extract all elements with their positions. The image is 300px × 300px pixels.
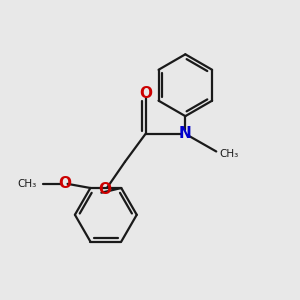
Text: O: O	[58, 176, 71, 191]
Text: CH₃: CH₃	[219, 149, 238, 159]
Text: N: N	[179, 126, 192, 141]
Text: CH₃: CH₃	[17, 179, 37, 189]
Text: O: O	[139, 86, 152, 101]
Text: O: O	[98, 182, 111, 197]
